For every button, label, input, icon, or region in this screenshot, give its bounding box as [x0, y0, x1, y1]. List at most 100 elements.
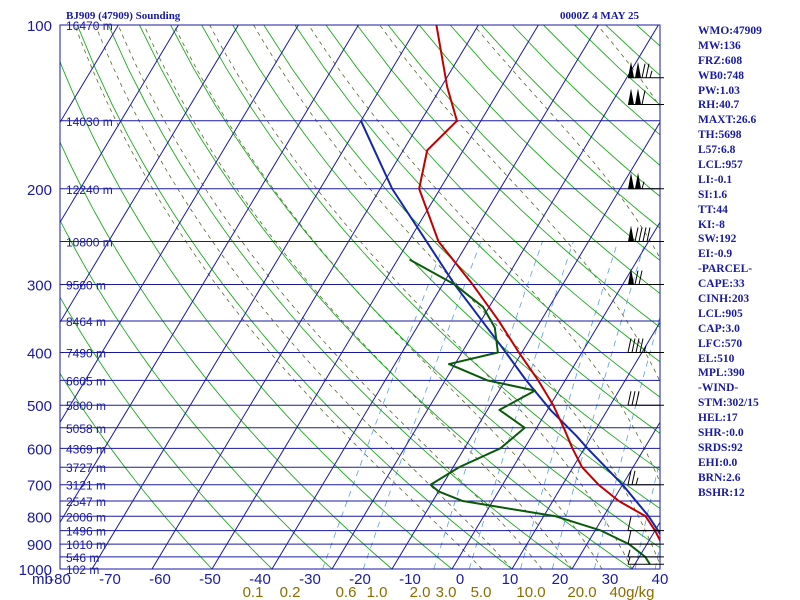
- pressure-tick-label: 300: [27, 278, 52, 295]
- wind-barb-flag: [627, 516, 632, 531]
- mixing-ratio-label: 0.1: [243, 584, 264, 600]
- mixing-ratio-line: [551, 241, 646, 569]
- wind-barb-flag: [642, 227, 647, 242]
- temperature-tick-label: -70: [99, 571, 121, 588]
- height-label: 4369 m: [66, 442, 106, 456]
- wind-barb-flag: [635, 338, 640, 353]
- dry-adiabat: [792, 25, 800, 569]
- temperature-tick-label: 40: [652, 571, 669, 588]
- isotherm: [91, 25, 419, 569]
- wind-barb-flag: [634, 227, 639, 242]
- index-item: SI:1.6: [698, 188, 728, 201]
- pressure-tick-label: 700: [27, 478, 52, 495]
- wind-barb: [628, 172, 664, 190]
- wind-barb-pennant: [635, 172, 641, 189]
- height-label: 5058 m: [66, 422, 106, 436]
- height-label: 5800 m: [66, 399, 106, 413]
- index-item: TT:44: [698, 203, 728, 216]
- isotherm: [60, 25, 179, 224]
- wind-barb: [627, 391, 664, 406]
- wind-barb-flag: [639, 338, 644, 353]
- wind-barb-flag: [631, 470, 636, 485]
- wind-barbs: [627, 61, 664, 565]
- pressure-tick-label: 200: [27, 182, 52, 199]
- wind-barb-pennant: [628, 61, 634, 78]
- isotherm: [60, 25, 239, 324]
- wind-barb-half: [649, 70, 653, 78]
- mixing-ratio-label: 10.0: [516, 584, 545, 600]
- wind-barb-flag: [638, 270, 643, 285]
- height-label: 6605 m: [66, 374, 106, 388]
- pressure-tick-label: 900: [27, 537, 52, 554]
- wind-barb-half: [635, 477, 639, 485]
- dewpoint-trace: [409, 258, 651, 565]
- pressure-tick-label: 400: [27, 346, 52, 363]
- dry-adiabat: [76, 25, 513, 569]
- index-item: MPL:390: [698, 367, 745, 380]
- wind-barb: [628, 88, 664, 105]
- index-item: SW:192: [698, 233, 737, 246]
- height-label: 546 m: [66, 551, 99, 565]
- height-label: 9560 m: [66, 279, 106, 293]
- index-item: FRZ:608: [698, 54, 743, 67]
- height-label: 7490 m: [66, 347, 106, 361]
- index-item: KI:-8: [698, 218, 725, 231]
- index-item: -PARCEL-: [698, 263, 753, 276]
- plot-frame: [59, 24, 661, 570]
- wind-barb-pennant: [635, 88, 641, 105]
- temperature-tick-label: 10: [502, 571, 519, 588]
- pressure-axis-label: mb: [32, 571, 53, 588]
- index-item: MAXT:26.6: [698, 114, 757, 127]
- wind-barb-flag: [635, 391, 640, 406]
- wind-barb-pennant: [635, 61, 641, 78]
- height-label: 102 m: [66, 563, 99, 577]
- temperature-tick-label: -30: [299, 571, 321, 588]
- index-item: BSHR:12: [698, 486, 745, 499]
- mixing-ratio-label: 0.2: [280, 584, 301, 600]
- observation-time: 0000Z 4 MAY 25: [560, 10, 639, 22]
- index-item: LCL:905: [698, 307, 743, 320]
- wind-barb-flag: [627, 530, 632, 545]
- mixing-ratio-line: [362, 241, 482, 569]
- chart-title: BJ909 (47909) Sounding: [66, 10, 181, 22]
- mixing-ratio-label: 0.6: [336, 584, 357, 600]
- moist-adiabat: [209, 25, 633, 569]
- wind-barb-half: [641, 181, 645, 189]
- mixing-ratio-line: [790, 241, 800, 569]
- wind-barb-half: [643, 345, 647, 353]
- wind-barb-flag: [627, 338, 632, 353]
- mixing-ratio-line: [593, 315, 660, 569]
- mixing-ratio-line: [520, 241, 619, 569]
- wind-barb-flag: [631, 338, 636, 353]
- temperature-tick-label: 30: [602, 571, 619, 588]
- index-item: CINH:203: [698, 293, 750, 306]
- wind-barb: [628, 268, 664, 286]
- indices-panel: WMO:47909 MW:136 FRZ:608 WB0:748 PW:1.03 RH:4…: [698, 24, 762, 501]
- index-item: WMO:47909: [698, 25, 762, 37]
- isotherm: [511, 321, 660, 569]
- index-item: L57:6.8: [698, 144, 736, 157]
- wind-barb: [628, 225, 664, 242]
- temperature-trace: [418, 25, 660, 543]
- temperature-tick-label: -80: [49, 571, 71, 588]
- dry-adiabat: [107, 25, 573, 569]
- index-item: -WIND-: [698, 382, 739, 395]
- index-item: WB0:748: [698, 69, 744, 82]
- isotherm: [451, 221, 660, 569]
- wind-barb-flag: [634, 270, 639, 285]
- dry-adiabat: [761, 25, 800, 569]
- wind-barb: [627, 530, 664, 545]
- index-item: STM:302/15: [698, 397, 759, 410]
- height-label: 1010 m: [66, 538, 106, 552]
- index-item: PW:1.03: [698, 84, 740, 97]
- wind-barb: [627, 516, 664, 532]
- wind-barb-half: [627, 557, 631, 565]
- isotherm: [571, 421, 660, 569]
- index-item: CAPE:33: [698, 278, 745, 291]
- wind-barb-flag: [631, 391, 636, 406]
- temperature-tick-label: -50: [199, 571, 221, 588]
- mixing-ratio-label: 5.0: [471, 584, 492, 600]
- isotherm: [331, 25, 659, 569]
- isotherm: [151, 25, 479, 569]
- height-label: 10800 m: [66, 235, 113, 249]
